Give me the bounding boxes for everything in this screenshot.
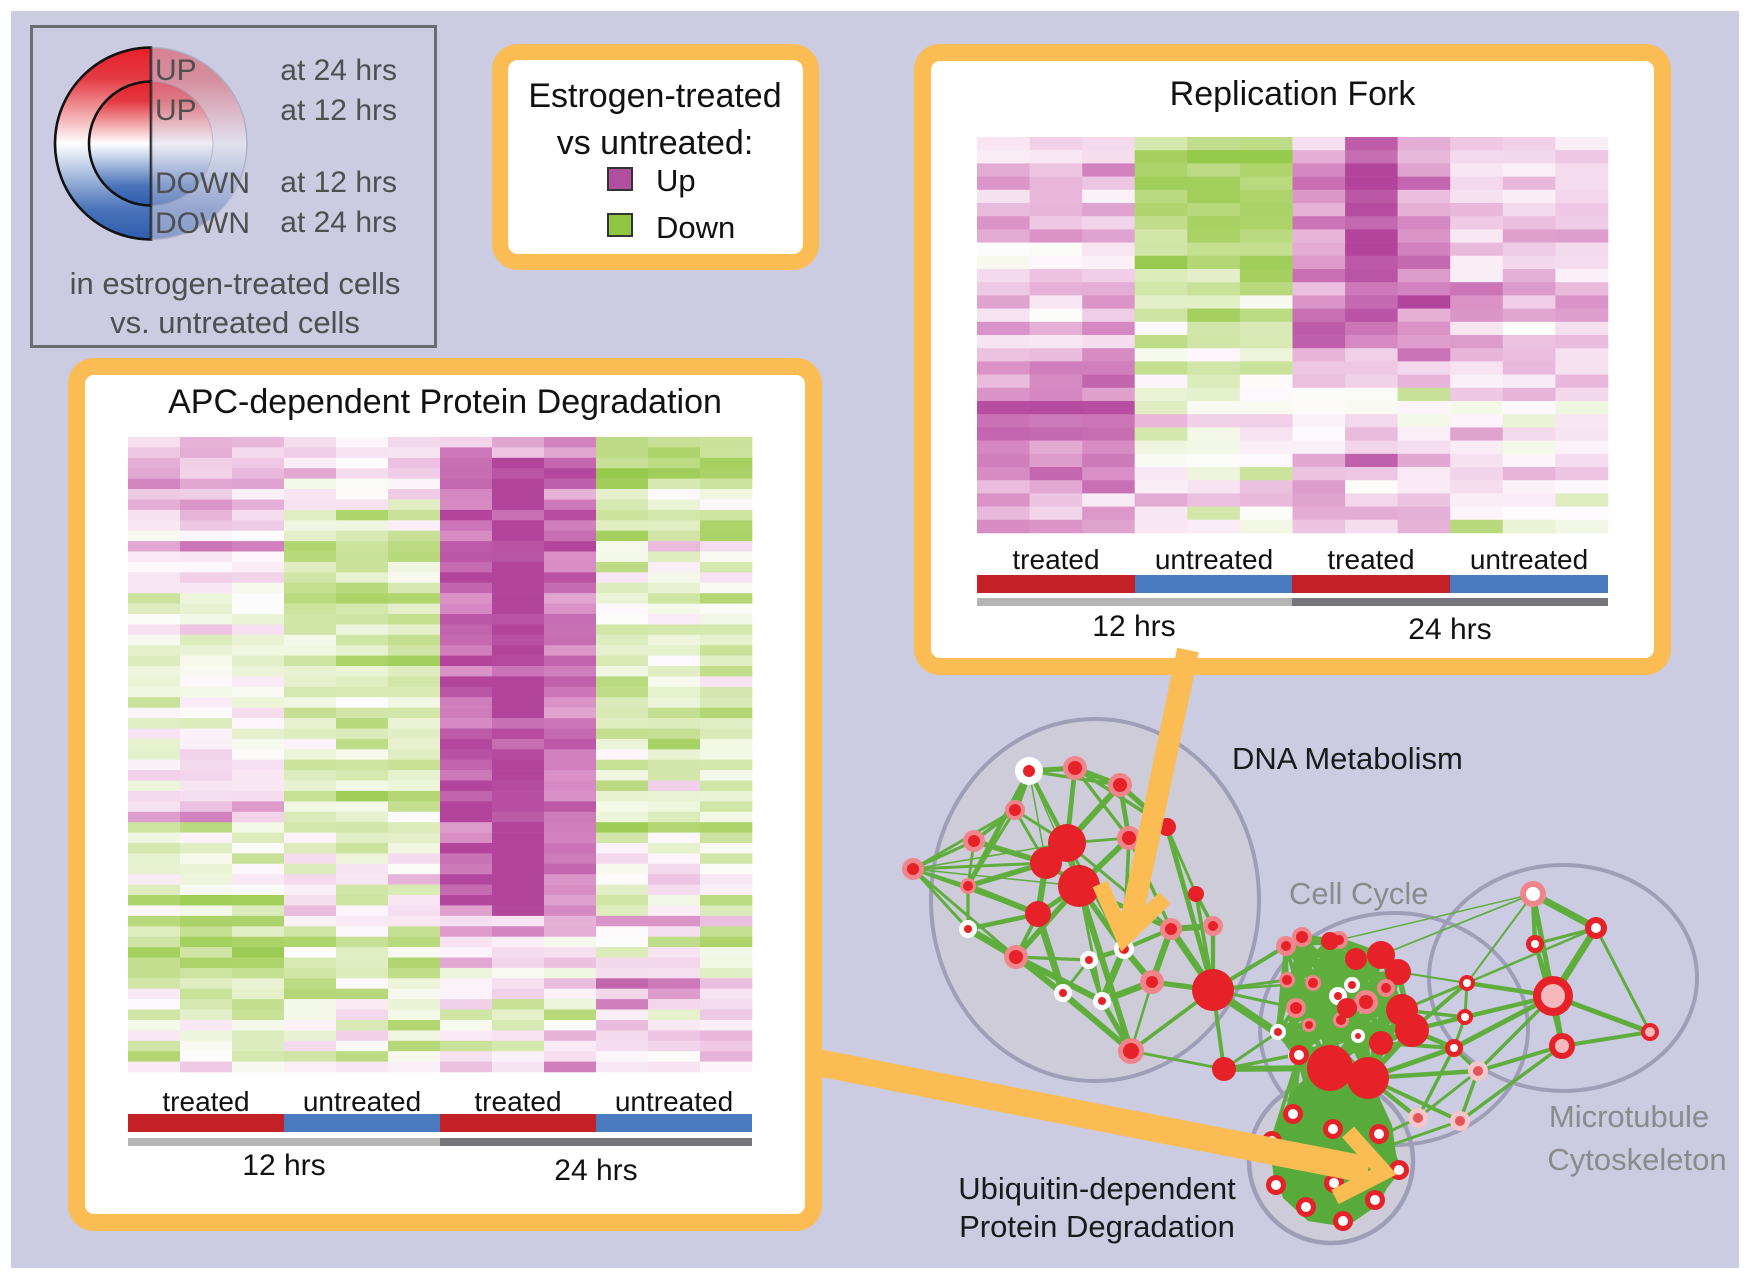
svg-text:Cell Cycle: Cell Cycle xyxy=(1289,876,1429,911)
svg-text:DNA Metabolism: DNA Metabolism xyxy=(1232,741,1463,776)
svg-text:Microtubule: Microtubule xyxy=(1549,1099,1709,1134)
svg-text:Protein Degradation: Protein Degradation xyxy=(959,1209,1235,1244)
svg-text:Ubiquitin-dependent: Ubiquitin-dependent xyxy=(958,1171,1236,1206)
svg-text:Cytoskeleton: Cytoskeleton xyxy=(1547,1142,1726,1177)
